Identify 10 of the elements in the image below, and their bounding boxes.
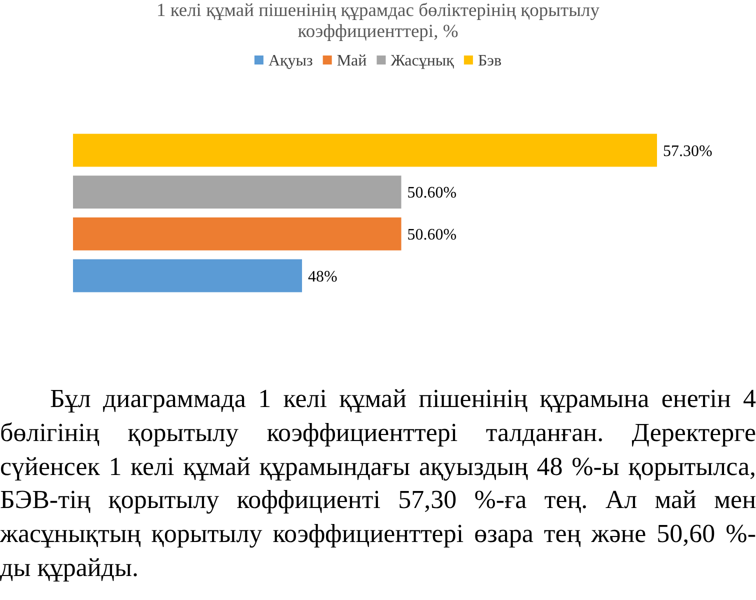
data-label: 50.60% — [407, 226, 457, 244]
data-label: 57.30% — [663, 142, 712, 160]
data-label: 50.60% — [407, 184, 457, 202]
legend-label: Бэв — [478, 52, 502, 70]
data-label: 48% — [308, 268, 338, 286]
chart-title: 1 келі құмай пішенінің құрамдас бөліктерінің қорытылу коэффициенттері, % — [156, 1, 600, 42]
legend-label: Жасұнық — [390, 52, 454, 70]
legend-label: Май — [336, 52, 368, 70]
legend-label: Ақуыз — [268, 52, 313, 70]
text: Бұл диаграммада 1 келі құмай пішенінің құрамына енетін 4 бөлігінің қорытылу коэффициенттері талданған. Деректерге сүйенсек 1 келі құмай құрамындағы ақуыздың 48 %-ы қорытылса, БЭВ-тің қорытылу коффициенті 57,30 %-ға тең. Ал май мен жасұнықтың қорытылу коэффициенттері өзара тең және 50,60 %-ды құрайды. — [0, 383, 756, 584]
